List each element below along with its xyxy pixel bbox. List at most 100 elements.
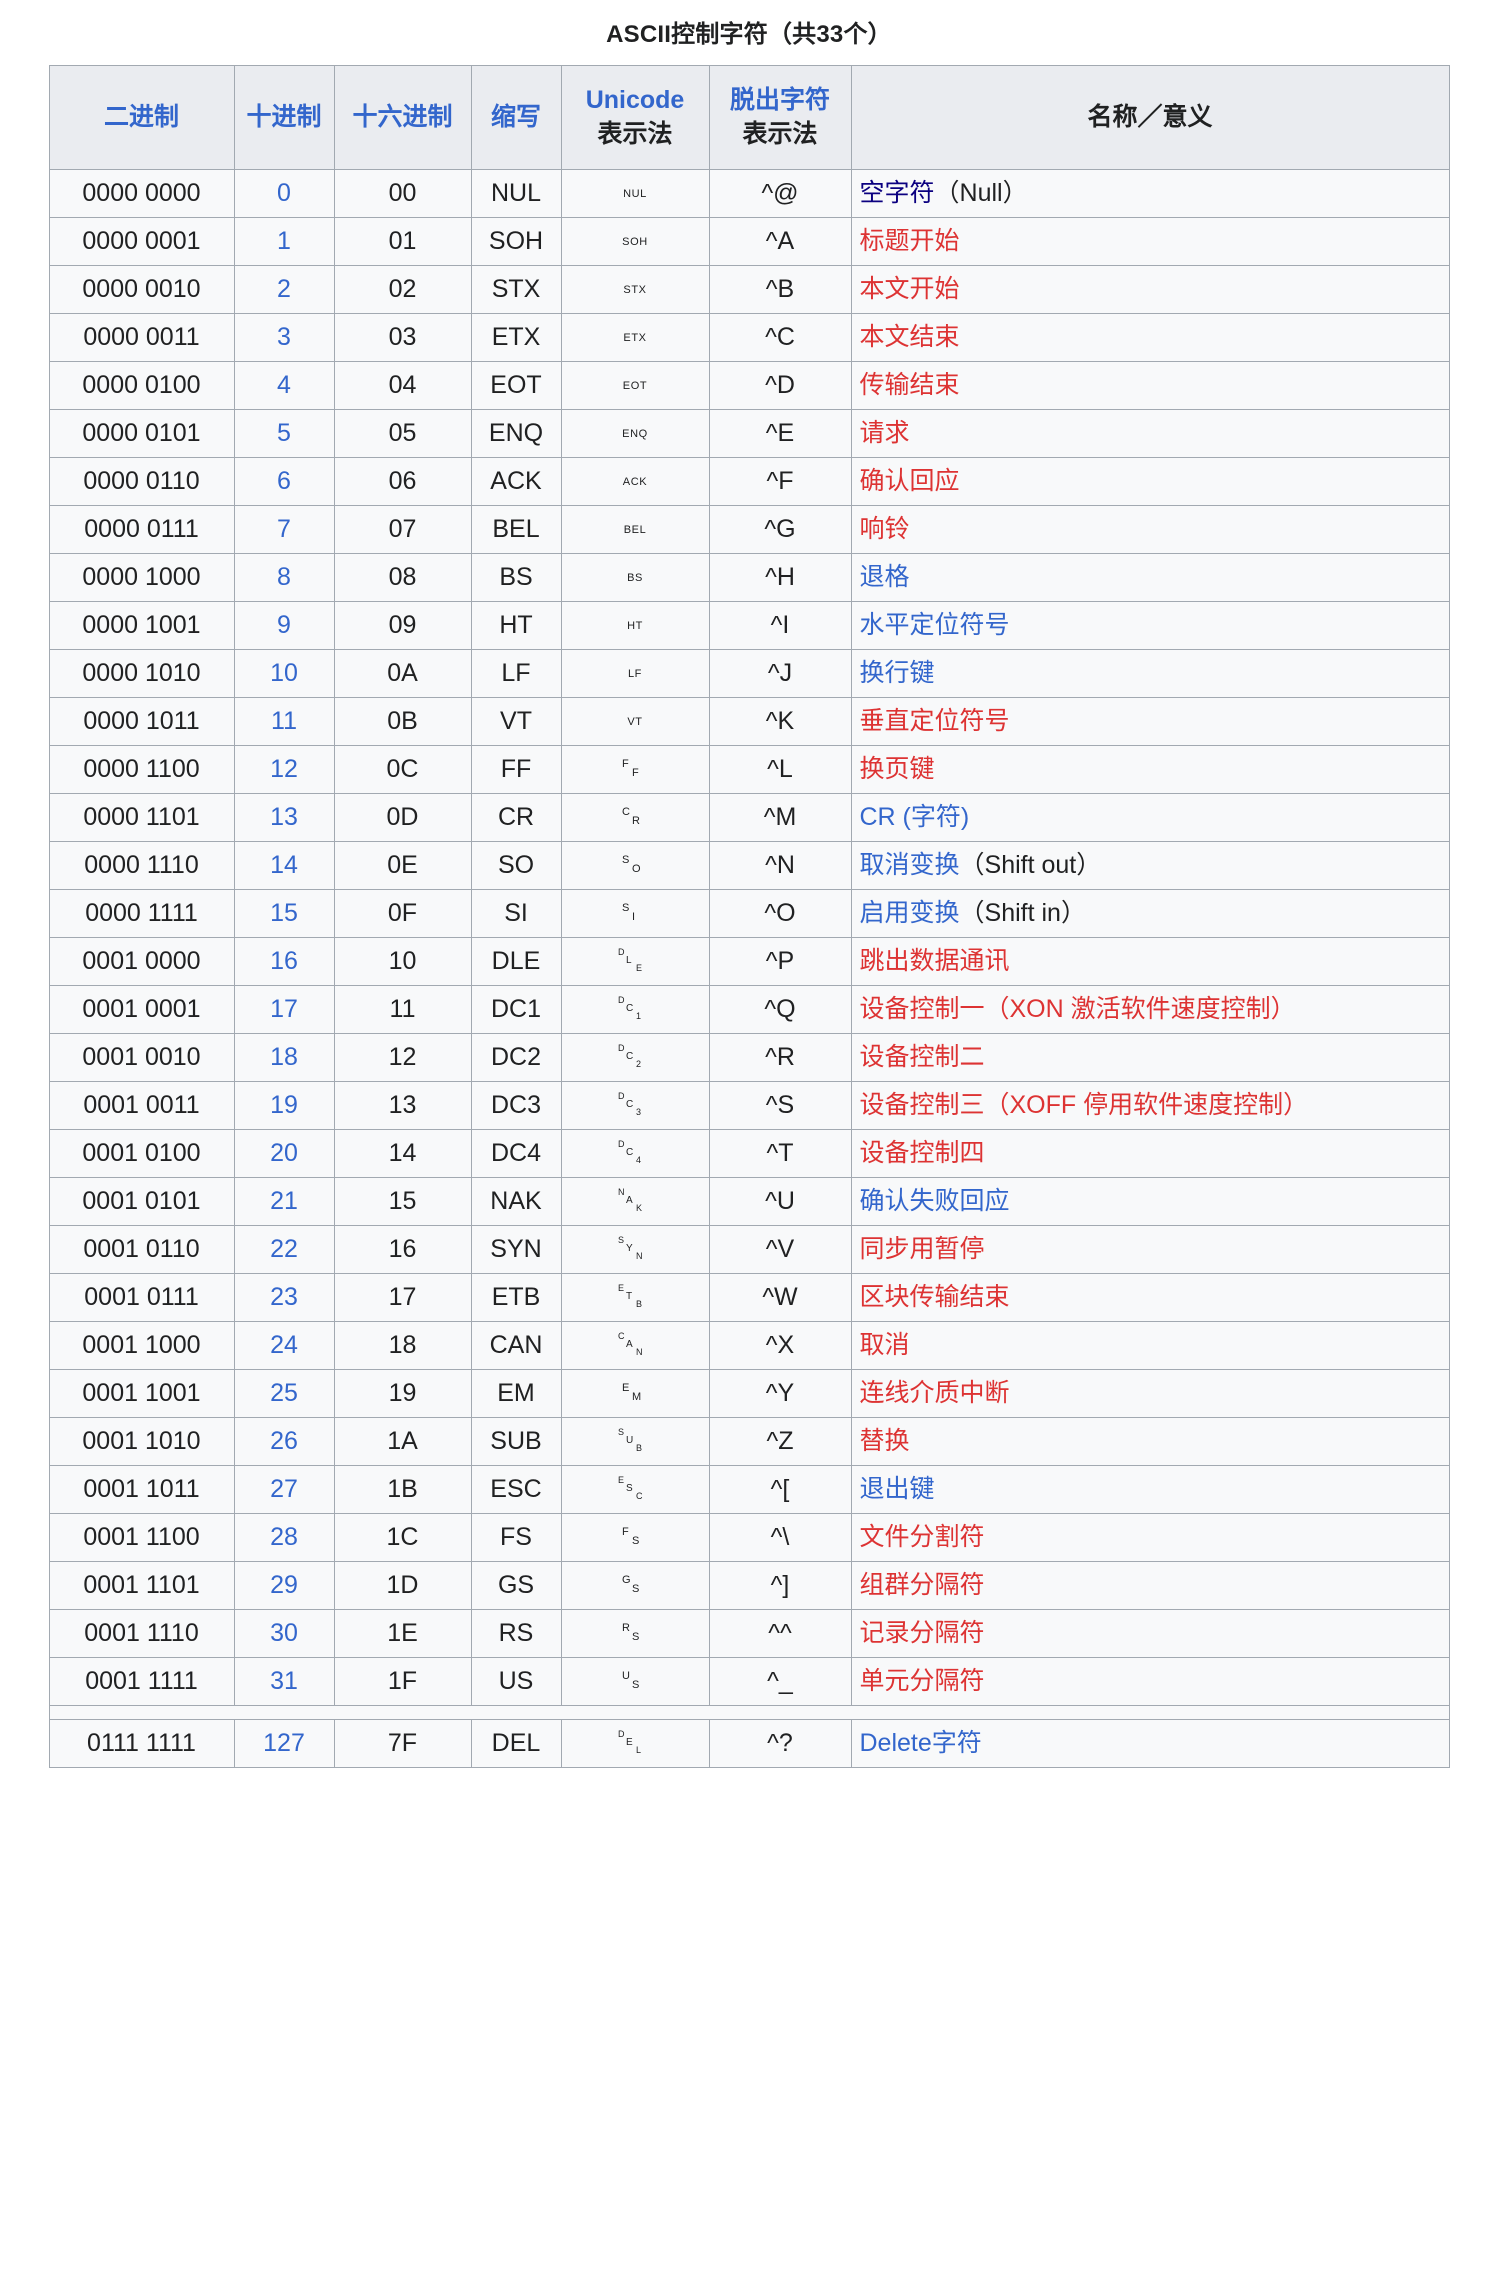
decimal-link[interactable]: 16 [270,946,298,975]
decimal-link[interactable]: 30 [270,1618,298,1647]
name-link[interactable]: 标题开始 [859,226,960,255]
header-unicode-label[interactable]: Unicode [585,85,685,114]
name-link[interactable]: 垂直定位符号 [859,706,1010,735]
cell-hexadecimal: 0F [333,889,472,938]
table-section-separator [48,1705,1450,1720]
decimal-link[interactable]: 18 [270,1042,298,1071]
table-row: 0001 0010 18 12 DC2 D C 2 ^R 设备控制二 [48,1033,1450,1082]
name-link[interactable]: 替换 [859,1426,910,1455]
decimal-link[interactable]: 3 [277,322,291,351]
name-link[interactable]: 换行键 [859,658,935,687]
name-link[interactable]: 取消 [859,1330,910,1359]
decimal-link[interactable]: 0 [277,178,291,207]
decimal-link[interactable]: 26 [270,1426,298,1455]
table-row: 0001 0011 19 13 DC3 D C 3 ^S 设备控制三（XOFF 停用软件速度控制… [48,1081,1450,1130]
unicode-control-picture: ACK [622,475,648,488]
name-link[interactable]: 文件分割符 [859,1522,985,1551]
decimal-link[interactable]: 21 [270,1186,298,1215]
name-link[interactable]: 确认失败回应 [859,1186,1010,1215]
decimal-link[interactable]: 1 [277,226,291,255]
name-link[interactable]: 设备控制二 [859,1042,985,1071]
decimal-link[interactable]: 24 [270,1330,298,1359]
name-link[interactable]: 设备控制四 [859,1138,985,1167]
name-link[interactable]: 单元分隔符 [859,1666,985,1695]
decimal-link[interactable]: 15 [270,898,298,927]
table-row: 0000 1100 12 0C FF F F ^L 换页键 [48,745,1450,794]
decimal-link[interactable]: 4 [277,370,291,399]
name-link[interactable]: 区块传输结束 [859,1282,1010,1311]
name-link[interactable]: CR (字符) [859,802,970,831]
name-link[interactable]: 确认回应 [859,466,960,495]
decimal-link[interactable]: 11 [271,706,297,735]
name-link[interactable]: 水平定位符号 [859,610,1010,639]
header-abbreviation-label[interactable]: 缩写 [490,102,541,131]
cell-hexadecimal: 1A [333,1417,472,1466]
header-name-meaning-label: 名称／意义 [1087,102,1213,131]
header-binary-label[interactable]: 二进制 [103,102,179,131]
decimal-link[interactable]: 29 [270,1570,298,1599]
decimal-link[interactable]: 9 [277,610,291,639]
name-link[interactable]: 连线介质中断 [859,1378,1010,1407]
header-hexadecimal-label[interactable]: 十六进制 [352,102,453,131]
cell-decimal: 20 [233,1129,335,1178]
name-link[interactable]: 空字符 [859,178,935,207]
cell-decimal: 24 [233,1321,335,1370]
cell-binary: 0001 0101 [48,1177,235,1226]
decimal-link[interactable]: 19 [270,1090,298,1119]
decimal-link[interactable]: 22 [270,1234,298,1263]
cell-abbreviation: DC2 [470,1033,562,1082]
decimal-link[interactable]: 8 [277,562,291,591]
name-link[interactable]: 请求 [859,418,910,447]
name-link[interactable]: 同步用暂停 [859,1234,985,1263]
cell-abbreviation: EOT [470,361,562,410]
header-escape-label[interactable]: 脱出字符 [729,85,830,114]
decimal-link[interactable]: 20 [270,1138,298,1167]
name-link[interactable]: Delete字符 [859,1728,982,1757]
name-link[interactable]: 启用变换 [859,898,960,927]
decimal-link[interactable]: 23 [270,1282,298,1311]
decimal-link[interactable]: 13 [270,802,298,831]
decimal-link[interactable]: 17 [270,994,298,1023]
cell-binary: 0000 1010 [48,649,235,698]
decimal-link[interactable]: 2 [277,274,291,303]
decimal-link[interactable]: 6 [277,466,291,495]
decimal-link[interactable]: 28 [270,1522,298,1551]
decimal-link[interactable]: 7 [277,514,291,543]
decimal-link[interactable]: 14 [270,850,298,879]
name-link[interactable]: 记录分隔符 [859,1618,985,1647]
decimal-link[interactable]: 10 [270,658,298,687]
decimal-link[interactable]: 25 [270,1378,298,1407]
name-link[interactable]: 退格 [859,562,910,591]
decimal-link[interactable]: 31 [270,1666,298,1695]
name-link[interactable]: 换页键 [859,754,935,783]
name-link[interactable]: 响铃 [859,514,910,543]
cell-binary: 0000 0011 [48,313,235,362]
table-row: 0000 1001 9 09 HT HT ^I 水平定位符号 [48,601,1450,650]
name-link[interactable]: 跳出数据通讯 [859,946,1010,975]
name-link[interactable]: 本文开始 [859,274,960,303]
unicode-control-picture: VT [627,715,643,728]
name-link[interactable]: 取消变换 [859,850,960,879]
cell-decimal: 13 [233,793,335,842]
decimal-link[interactable]: 27 [270,1474,298,1503]
cell-escape: ^I [708,601,852,650]
decimal-link[interactable]: 12 [270,754,298,783]
cell-escape: ^H [708,553,852,602]
name-link[interactable]: 组群分隔符 [859,1570,985,1599]
name-link[interactable]: 退出键 [859,1474,935,1503]
cell-hexadecimal: 15 [333,1177,472,1226]
header-decimal-label[interactable]: 十进制 [246,102,322,131]
cell-unicode: BS [560,553,710,602]
name-link[interactable]: 设备控制一（XON 激活软件速度控制） [859,994,1296,1023]
name-link[interactable]: 传输结束 [859,370,960,399]
name-link[interactable]: 本文结束 [859,322,960,351]
decimal-link[interactable]: 127 [263,1728,305,1757]
decimal-link[interactable]: 5 [277,418,291,447]
name-link[interactable]: 设备控制三（XOFF 停用软件速度控制） [859,1090,1309,1119]
cell-escape: ^\ [708,1513,852,1562]
